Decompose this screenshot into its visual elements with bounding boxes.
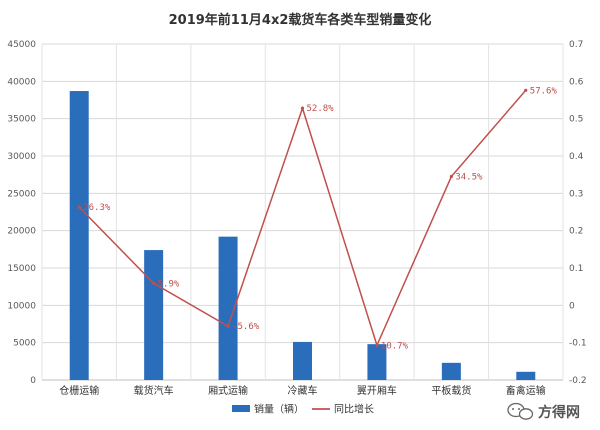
y-right-tick-label: 0 xyxy=(569,301,575,311)
x-tick-label: 厢式运输 xyxy=(208,384,248,397)
growth-data-label: 52.8% xyxy=(307,104,335,114)
growth-data-label: 26.3% xyxy=(83,203,111,213)
growth-point-载货汽车 xyxy=(152,281,156,285)
growth-point-翼开厢车 xyxy=(375,343,379,347)
y-right-tick-label: 0.5 xyxy=(569,115,583,125)
y-left-tick-label: 40000 xyxy=(7,77,36,87)
x-tick-label: 翼开厢车 xyxy=(357,384,397,397)
bar-平板载货 xyxy=(441,362,461,380)
wechat-icon xyxy=(507,402,534,420)
watermark: 方得网 xyxy=(507,402,580,421)
y-left-tick-label: 5000 xyxy=(13,339,36,349)
x-tick-label: 平板载货 xyxy=(431,384,471,397)
bar-冷藏车 xyxy=(293,341,312,380)
growth-point-冷藏车 xyxy=(300,106,305,110)
y-right-tick-label: 0.1 xyxy=(569,264,583,274)
legend-label: 销量（辆） xyxy=(254,403,304,416)
x-tick-label: 仓栅运输 xyxy=(59,384,99,397)
watermark-text: 方得网 xyxy=(538,404,580,421)
y-left-tick-label: 25000 xyxy=(7,189,36,199)
growth-data-label: 57.6% xyxy=(530,86,558,96)
y-right-tick-label: 0.6 xyxy=(569,77,584,87)
bar-series xyxy=(69,91,536,380)
growth-point-平板载货 xyxy=(449,174,453,179)
grid-lines xyxy=(41,43,564,381)
growth-point-厢式运输 xyxy=(226,324,230,328)
line-series: 26.3% 5.9% -5.6% 52.8% 10.7% 34.5% 57.6% xyxy=(77,86,558,351)
y-right-tick-label: -0.1 xyxy=(569,339,587,349)
y-left-tick-label: 35000 xyxy=(7,115,36,125)
x-tick-label: 畜禽运输 xyxy=(506,384,546,397)
right-axis: -0.2 -0.1 0 0.1 0.2 0.3 0.4 0.5 0.6 0.7 xyxy=(569,40,587,386)
x-axis: 仓栅运输 载货汽车 厢式运输 冷藏车 翼开厢车 平板载货 畜禽运输 xyxy=(59,384,546,397)
legend-label: 同比增长 xyxy=(334,403,374,416)
bar-畜禽运输 xyxy=(516,371,536,380)
growth-data-label: 5.9% xyxy=(158,279,180,289)
y-right-tick-label: 0.4 xyxy=(569,152,584,162)
chart-title: 2019年前11月4x2载货车各类车型销量变化 xyxy=(169,12,432,28)
growth-data-label: 34.5% xyxy=(455,173,483,183)
y-right-tick-label: 0.7 xyxy=(569,40,583,50)
x-tick-label: 载货汽车 xyxy=(134,384,174,397)
left-axis: 0 5000 10000 15000 20000 25000 30000 35000 40000… xyxy=(7,40,36,386)
y-right-tick-label: 0.3 xyxy=(569,189,583,199)
y-left-tick-label: 20000 xyxy=(7,227,36,237)
growth-data-label: 10.7% xyxy=(381,341,409,351)
bar-厢式运输 xyxy=(218,236,238,380)
growth-point-畜禽运输 xyxy=(524,88,528,92)
y-right-tick-label: -0.2 xyxy=(569,376,587,386)
y-left-tick-label: 10000 xyxy=(7,301,36,311)
y-left-tick-label: 30000 xyxy=(7,152,36,162)
bar-仓栅运输 xyxy=(69,91,89,380)
growth-point-仓栅运输 xyxy=(77,205,81,209)
y-right-tick-label: 0.2 xyxy=(569,227,583,237)
legend-swatch-bar xyxy=(232,405,250,412)
growth-data-label: -5.6% xyxy=(232,322,260,332)
x-tick-label: 冷藏车 xyxy=(288,384,318,397)
y-left-tick-label: 0 xyxy=(30,376,36,386)
y-left-tick-label: 15000 xyxy=(7,264,36,274)
y-left-tick-label: 45000 xyxy=(7,40,36,50)
legend: 销量（辆） 同比增长 xyxy=(232,403,374,416)
bar-翼开厢车 xyxy=(367,344,387,380)
bar-载货汽车 xyxy=(144,250,164,380)
